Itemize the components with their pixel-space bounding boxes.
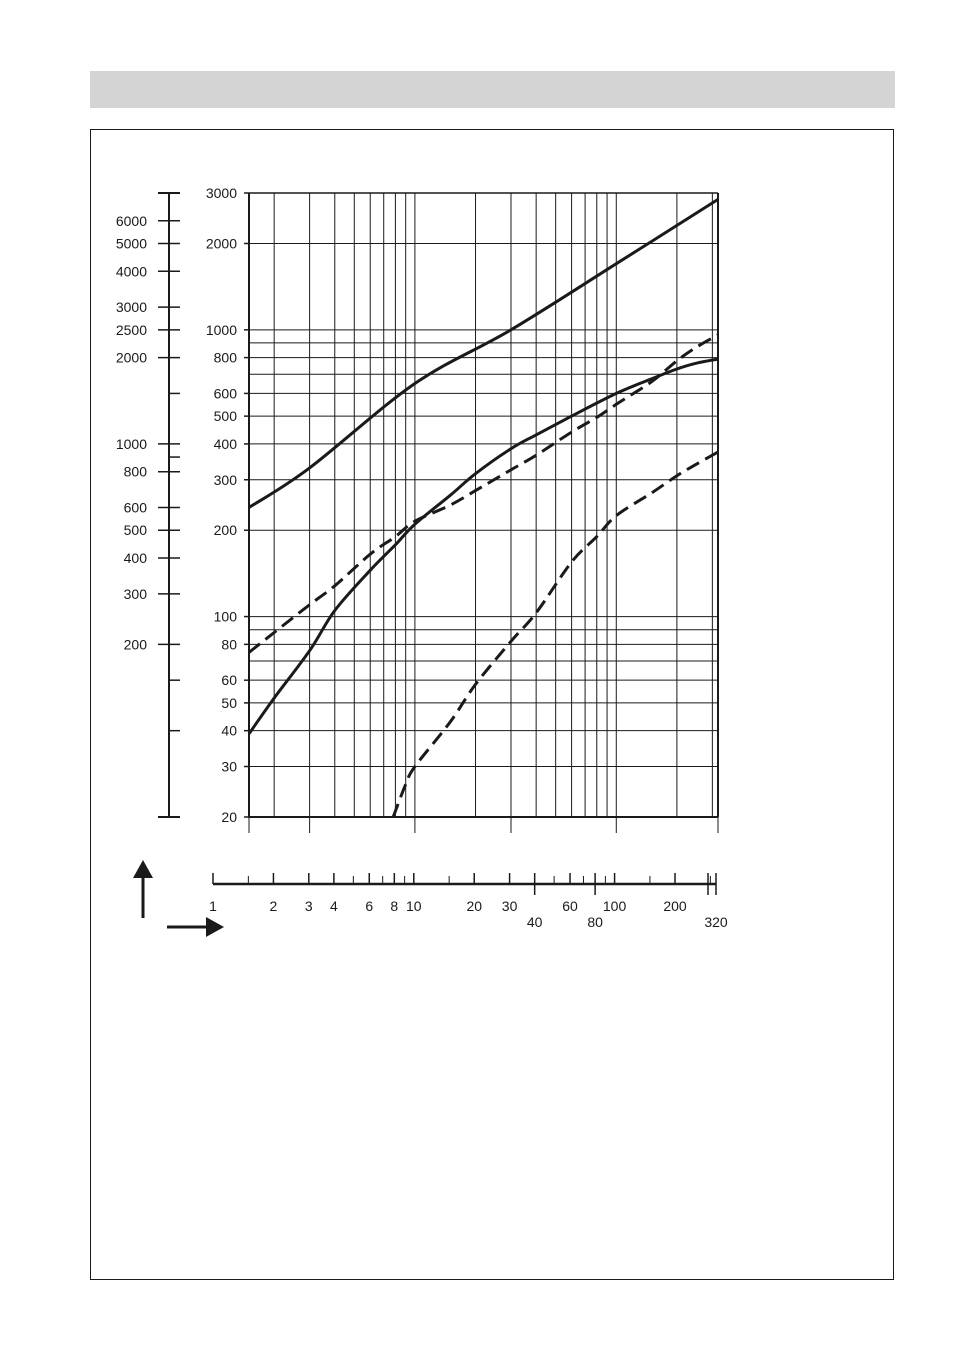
inner-y-tick-label: 30	[221, 759, 237, 775]
outer-y-tick-label: 2500	[116, 322, 147, 338]
x-tick-label: 1	[209, 898, 217, 914]
x-tick-label: 100	[603, 898, 627, 914]
inner-y-tick-label: 600	[214, 385, 238, 401]
right-arrow-head	[206, 917, 224, 937]
inner-y-tick-label: 400	[214, 436, 238, 452]
x-tick-label: 60	[562, 898, 578, 914]
outer-y-tick-label: 6000	[116, 213, 147, 229]
x-tick-label: 6	[365, 898, 373, 914]
x-tick-label: 20	[466, 898, 482, 914]
inner-y-tick-label: 100	[214, 609, 238, 625]
x-tick-label: 200	[663, 898, 687, 914]
x-tick-label: 8	[390, 898, 398, 914]
x-tick-label: 2	[270, 898, 278, 914]
outer-y-tick-label: 2000	[116, 350, 147, 366]
inner-y-tick-label: 500	[214, 408, 238, 424]
outer-y-tick-label: 800	[124, 464, 148, 480]
inner-y-tick-label: 1000	[206, 322, 237, 338]
x-tick-label: 10	[406, 898, 422, 914]
inner-y-tick-label: 300	[214, 472, 238, 488]
outer-y-tick-label: 4000	[116, 263, 147, 279]
axes: 3000200010008006005004003002001008060504…	[116, 185, 728, 930]
inner-y-tick-label: 20	[221, 809, 237, 825]
outer-y-tick-label: 300	[124, 586, 148, 602]
x-tick-label: 40	[527, 914, 543, 930]
series-line-2-solid	[247, 357, 719, 735]
outer-y-tick-label: 600	[124, 500, 148, 516]
x-tick-label: 80	[587, 914, 603, 930]
outer-y-tick-label: 5000	[116, 235, 147, 251]
x-tick-label: 320	[704, 914, 728, 930]
chart-frame	[90, 129, 894, 1280]
x-tick-label: 3	[305, 898, 313, 914]
outer-y-tick-label: 3000	[116, 299, 147, 315]
series-group	[247, 198, 719, 818]
inner-y-tick-label: 2000	[206, 235, 237, 251]
outer-y-tick-label: 1000	[116, 436, 147, 452]
inner-y-tick-label: 200	[214, 522, 238, 538]
inner-y-tick-label: 3000	[206, 185, 237, 201]
series-line-4-dashed	[391, 450, 719, 818]
header-bar	[90, 71, 895, 108]
inner-y-tick-label: 50	[221, 695, 237, 711]
inner-y-tick-label: 60	[221, 672, 237, 688]
inner-y-tick-label: 800	[214, 350, 238, 366]
outer-y-tick-label: 200	[124, 636, 148, 652]
grid	[249, 193, 718, 817]
x-tick-label: 4	[330, 898, 338, 914]
series-line-3-dashed	[248, 333, 719, 654]
outer-y-tick-label: 500	[124, 522, 148, 538]
inner-y-tick-label: 80	[221, 636, 237, 652]
axis-arrows	[133, 860, 224, 937]
outer-y-tick-label: 400	[124, 550, 148, 566]
series-line-1-solid	[248, 198, 719, 509]
inner-y-tick-label: 40	[221, 723, 237, 739]
x-tick-label: 30	[502, 898, 518, 914]
up-arrow-head	[133, 860, 153, 878]
